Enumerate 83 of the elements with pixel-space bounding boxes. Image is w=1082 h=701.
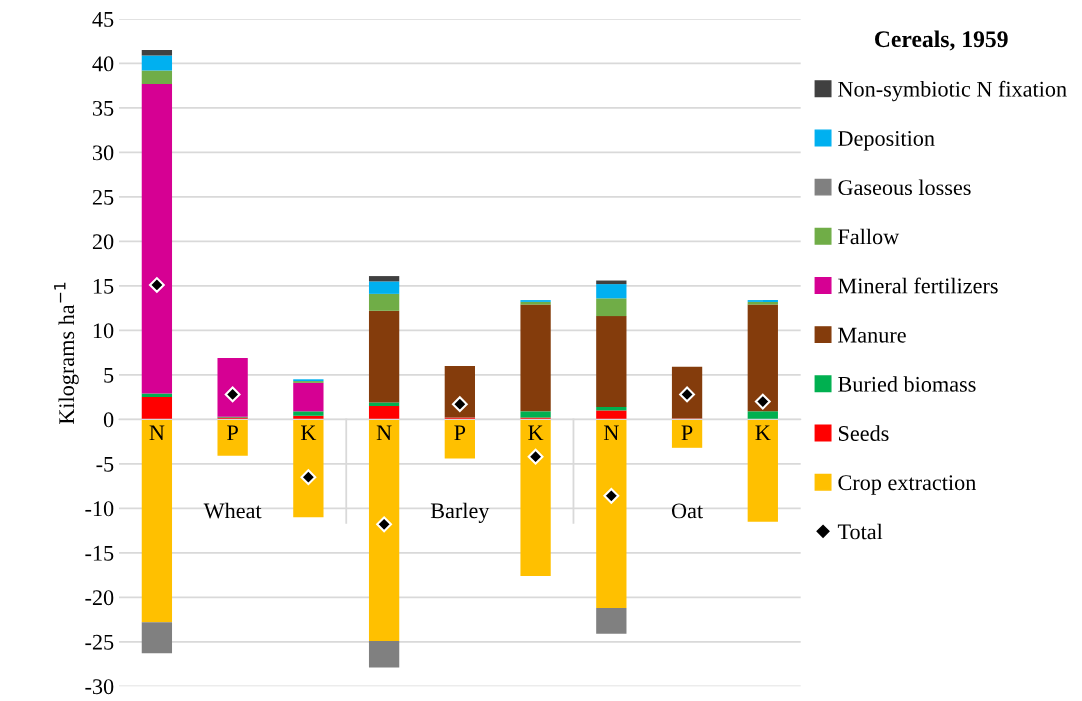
legend-label: Buried biomass — [838, 376, 976, 392]
x-tick-label: K — [755, 425, 771, 441]
bar — [747, 411, 778, 420]
legend-label: Fallow — [838, 228, 900, 245]
legend-label: Seeds — [838, 425, 889, 441]
bar — [141, 83, 173, 394]
x-tick-label: P — [454, 425, 466, 441]
bar — [368, 419, 400, 641]
y-tick-label: 15 — [93, 278, 114, 294]
bar — [141, 397, 173, 420]
bar — [368, 276, 400, 282]
x-tick-label: N — [376, 425, 392, 441]
point — [527, 448, 544, 465]
point — [376, 516, 393, 533]
x-tick-label: P — [681, 425, 693, 441]
x-tick-label: K — [300, 425, 317, 441]
bar — [368, 402, 400, 406]
y-tick-label: -25 — [85, 634, 114, 650]
bar — [520, 419, 551, 576]
bar — [444, 365, 475, 418]
y-tick-label: 10 — [93, 323, 114, 339]
bar — [217, 357, 248, 417]
x-tick-label: N — [149, 425, 165, 441]
x-tick-label: P — [227, 425, 238, 441]
y-tick-label: 5 — [104, 368, 114, 383]
point — [603, 487, 620, 504]
bar — [596, 298, 627, 317]
legend-label: Total — [837, 523, 883, 540]
bar — [293, 419, 324, 518]
annotation: Barley — [430, 502, 490, 523]
legend-label: Deposition — [838, 130, 935, 151]
bar — [217, 419, 248, 456]
y-tick-label: -5 — [96, 456, 114, 472]
y-tick-label: 0 — [103, 412, 114, 428]
point — [451, 396, 468, 413]
y-tick-label: -15 — [85, 545, 114, 561]
y-tick-label: 30 — [93, 145, 114, 161]
bar — [596, 419, 627, 608]
y-tick-label: 35 — [93, 100, 114, 116]
bar — [141, 55, 173, 71]
y-tick-label: 20 — [92, 234, 114, 250]
bar — [368, 293, 400, 311]
point — [300, 469, 317, 486]
bar — [293, 382, 324, 412]
bar — [368, 405, 400, 420]
bar — [671, 366, 703, 419]
y-tick-label: 45 — [92, 12, 114, 27]
point — [148, 277, 165, 293]
bar — [747, 419, 778, 522]
bar — [141, 70, 173, 84]
x-tick-label: K — [528, 425, 544, 441]
bar — [596, 410, 627, 420]
y-tick-label: -10 — [85, 501, 114, 517]
bar — [141, 622, 173, 654]
bar — [596, 316, 627, 407]
bar — [368, 310, 400, 403]
bar — [671, 419, 703, 448]
bar — [141, 419, 173, 623]
y-tick-label: 25 — [92, 189, 114, 205]
bar — [141, 50, 173, 56]
legend-label: Crop extraction — [838, 475, 976, 495]
y-tick-label: 40 — [92, 56, 114, 72]
y-axis-title: Kilograms ha$^{−1}$ — [54, 282, 79, 425]
bar — [444, 419, 475, 459]
bar — [368, 640, 400, 668]
bar — [520, 304, 551, 412]
bar — [368, 281, 400, 294]
bar — [293, 411, 324, 416]
annotation: Oat — [671, 503, 703, 519]
legend-title: Cereals, 1959 — [875, 30, 1008, 51]
bar — [596, 607, 627, 634]
bar — [520, 411, 551, 418]
point — [754, 393, 771, 410]
y-tick-label: -30 — [85, 679, 114, 695]
legend-label: Mineral fertilizers — [838, 277, 998, 294]
x-tick-label: N — [603, 425, 619, 441]
y-tick-label: -20 — [85, 590, 114, 606]
annotation: Wheat — [203, 502, 262, 519]
legend-label: Manure — [838, 327, 906, 343]
legend-label: Non-symbiotic N fixation — [838, 80, 1067, 102]
legend-label: Gaseous losses — [838, 179, 971, 196]
bar — [596, 284, 627, 299]
bar — [747, 304, 778, 412]
